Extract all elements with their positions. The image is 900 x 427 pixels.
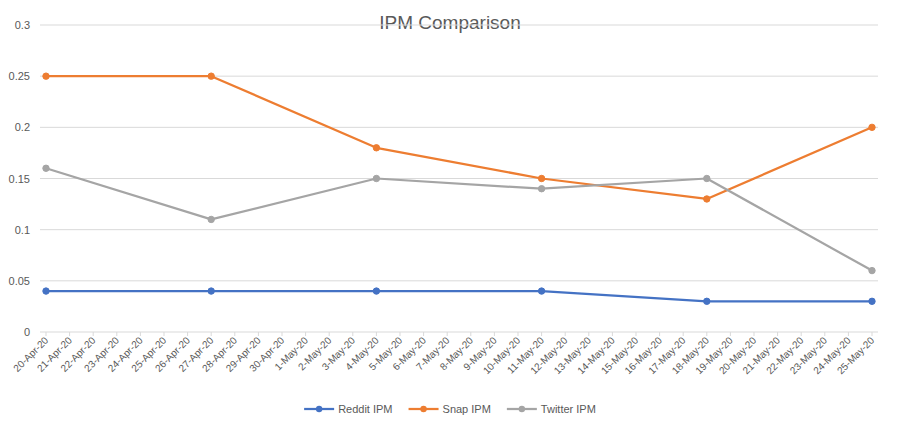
series-marker — [704, 298, 710, 304]
x-tick — [565, 332, 566, 336]
series-marker — [373, 145, 379, 151]
x-tick — [164, 332, 165, 336]
legend-marker — [316, 406, 322, 412]
x-axis-line — [40, 332, 878, 333]
y-tick-label: 0.3 — [15, 19, 30, 31]
x-tick — [376, 332, 377, 336]
legend-item: Snap IPM — [409, 403, 491, 415]
legend-item: Twitter IPM — [507, 403, 596, 415]
x-tick — [754, 332, 755, 336]
series-marker — [538, 186, 544, 192]
x-tick — [140, 332, 141, 336]
x-tick — [352, 332, 353, 336]
series-marker — [208, 73, 214, 79]
x-tick — [730, 332, 731, 336]
y-tick-label: 0 — [24, 326, 30, 338]
x-tick — [447, 332, 448, 336]
legend-marker — [519, 406, 525, 412]
y-axis: 0 0.05 0.1 0.15 0.2 0.25 0.3 — [9, 19, 878, 338]
grid-line — [40, 127, 878, 128]
y-tick-label: 0.05 — [9, 275, 30, 287]
series-marker — [869, 298, 875, 304]
series-marker — [704, 175, 710, 181]
legend-label: Reddit IPM — [338, 403, 392, 415]
series-marker — [538, 175, 544, 181]
series — [43, 165, 875, 274]
series — [43, 288, 875, 305]
grid-line — [40, 25, 878, 26]
series-marker — [208, 288, 214, 294]
series-line — [46, 168, 872, 270]
x-tick — [116, 332, 117, 336]
series-marker — [704, 196, 710, 202]
x-tick — [282, 332, 283, 336]
series-marker — [208, 216, 214, 222]
x-tick — [636, 332, 637, 336]
series-marker — [373, 288, 379, 294]
x-tick — [612, 332, 613, 336]
x-tick — [470, 332, 471, 336]
x-tick — [187, 332, 188, 336]
legend-item: Reddit IPM — [304, 403, 392, 415]
series-marker — [43, 165, 49, 171]
x-tick — [258, 332, 259, 336]
x-tick — [305, 332, 306, 336]
x-tick — [872, 332, 873, 336]
x-tick — [69, 332, 70, 336]
x-tick — [400, 332, 401, 336]
series-marker — [538, 288, 544, 294]
background — [0, 0, 900, 427]
x-tick — [518, 332, 519, 336]
y-tick-label: 0.1 — [15, 224, 30, 236]
legend-marker — [420, 406, 426, 412]
series-marker — [869, 124, 875, 130]
y-tick-label: 0.25 — [9, 70, 30, 82]
x-tick — [824, 332, 825, 336]
series-marker — [373, 175, 379, 181]
legend-label: Twitter IPM — [541, 403, 596, 415]
series-marker — [43, 73, 49, 79]
title: IPM Comparison — [379, 12, 521, 33]
x-tick — [848, 332, 849, 336]
x-tick — [777, 332, 778, 336]
grid-line — [40, 229, 878, 230]
x-tick — [329, 332, 330, 336]
x-tick — [211, 332, 212, 336]
x-tick-label: 25-May-20 — [835, 334, 877, 376]
series-line — [46, 76, 872, 199]
x-tick — [683, 332, 684, 336]
x-tick — [706, 332, 707, 336]
chart: IPM Comparison 0 0.05 0.1 0.15 0.2 0.25 0.3 20-A… — [0, 0, 900, 427]
legend: Reddit IPM Snap IPM Twitter IPM — [304, 403, 596, 415]
x-tick — [588, 332, 589, 336]
x-tick — [423, 332, 424, 336]
x-tick — [659, 332, 660, 336]
x-tick — [541, 332, 542, 336]
x-tick — [494, 332, 495, 336]
x-tick — [801, 332, 802, 336]
y-tick-label: 0.2 — [15, 121, 30, 133]
grid-line — [40, 280, 878, 281]
y-tick-label: 0.15 — [9, 173, 30, 185]
x-axis: 20-Apr-2021-Apr-2022-Apr-2023-Apr-2024-A… — [11, 332, 877, 376]
plot-area — [43, 73, 875, 305]
series-line — [46, 291, 872, 301]
legend-label: Snap IPM — [443, 403, 491, 415]
x-tick — [93, 332, 94, 336]
x-tick — [234, 332, 235, 336]
x-tick — [46, 332, 47, 336]
series-marker — [43, 288, 49, 294]
series-marker — [869, 267, 875, 273]
